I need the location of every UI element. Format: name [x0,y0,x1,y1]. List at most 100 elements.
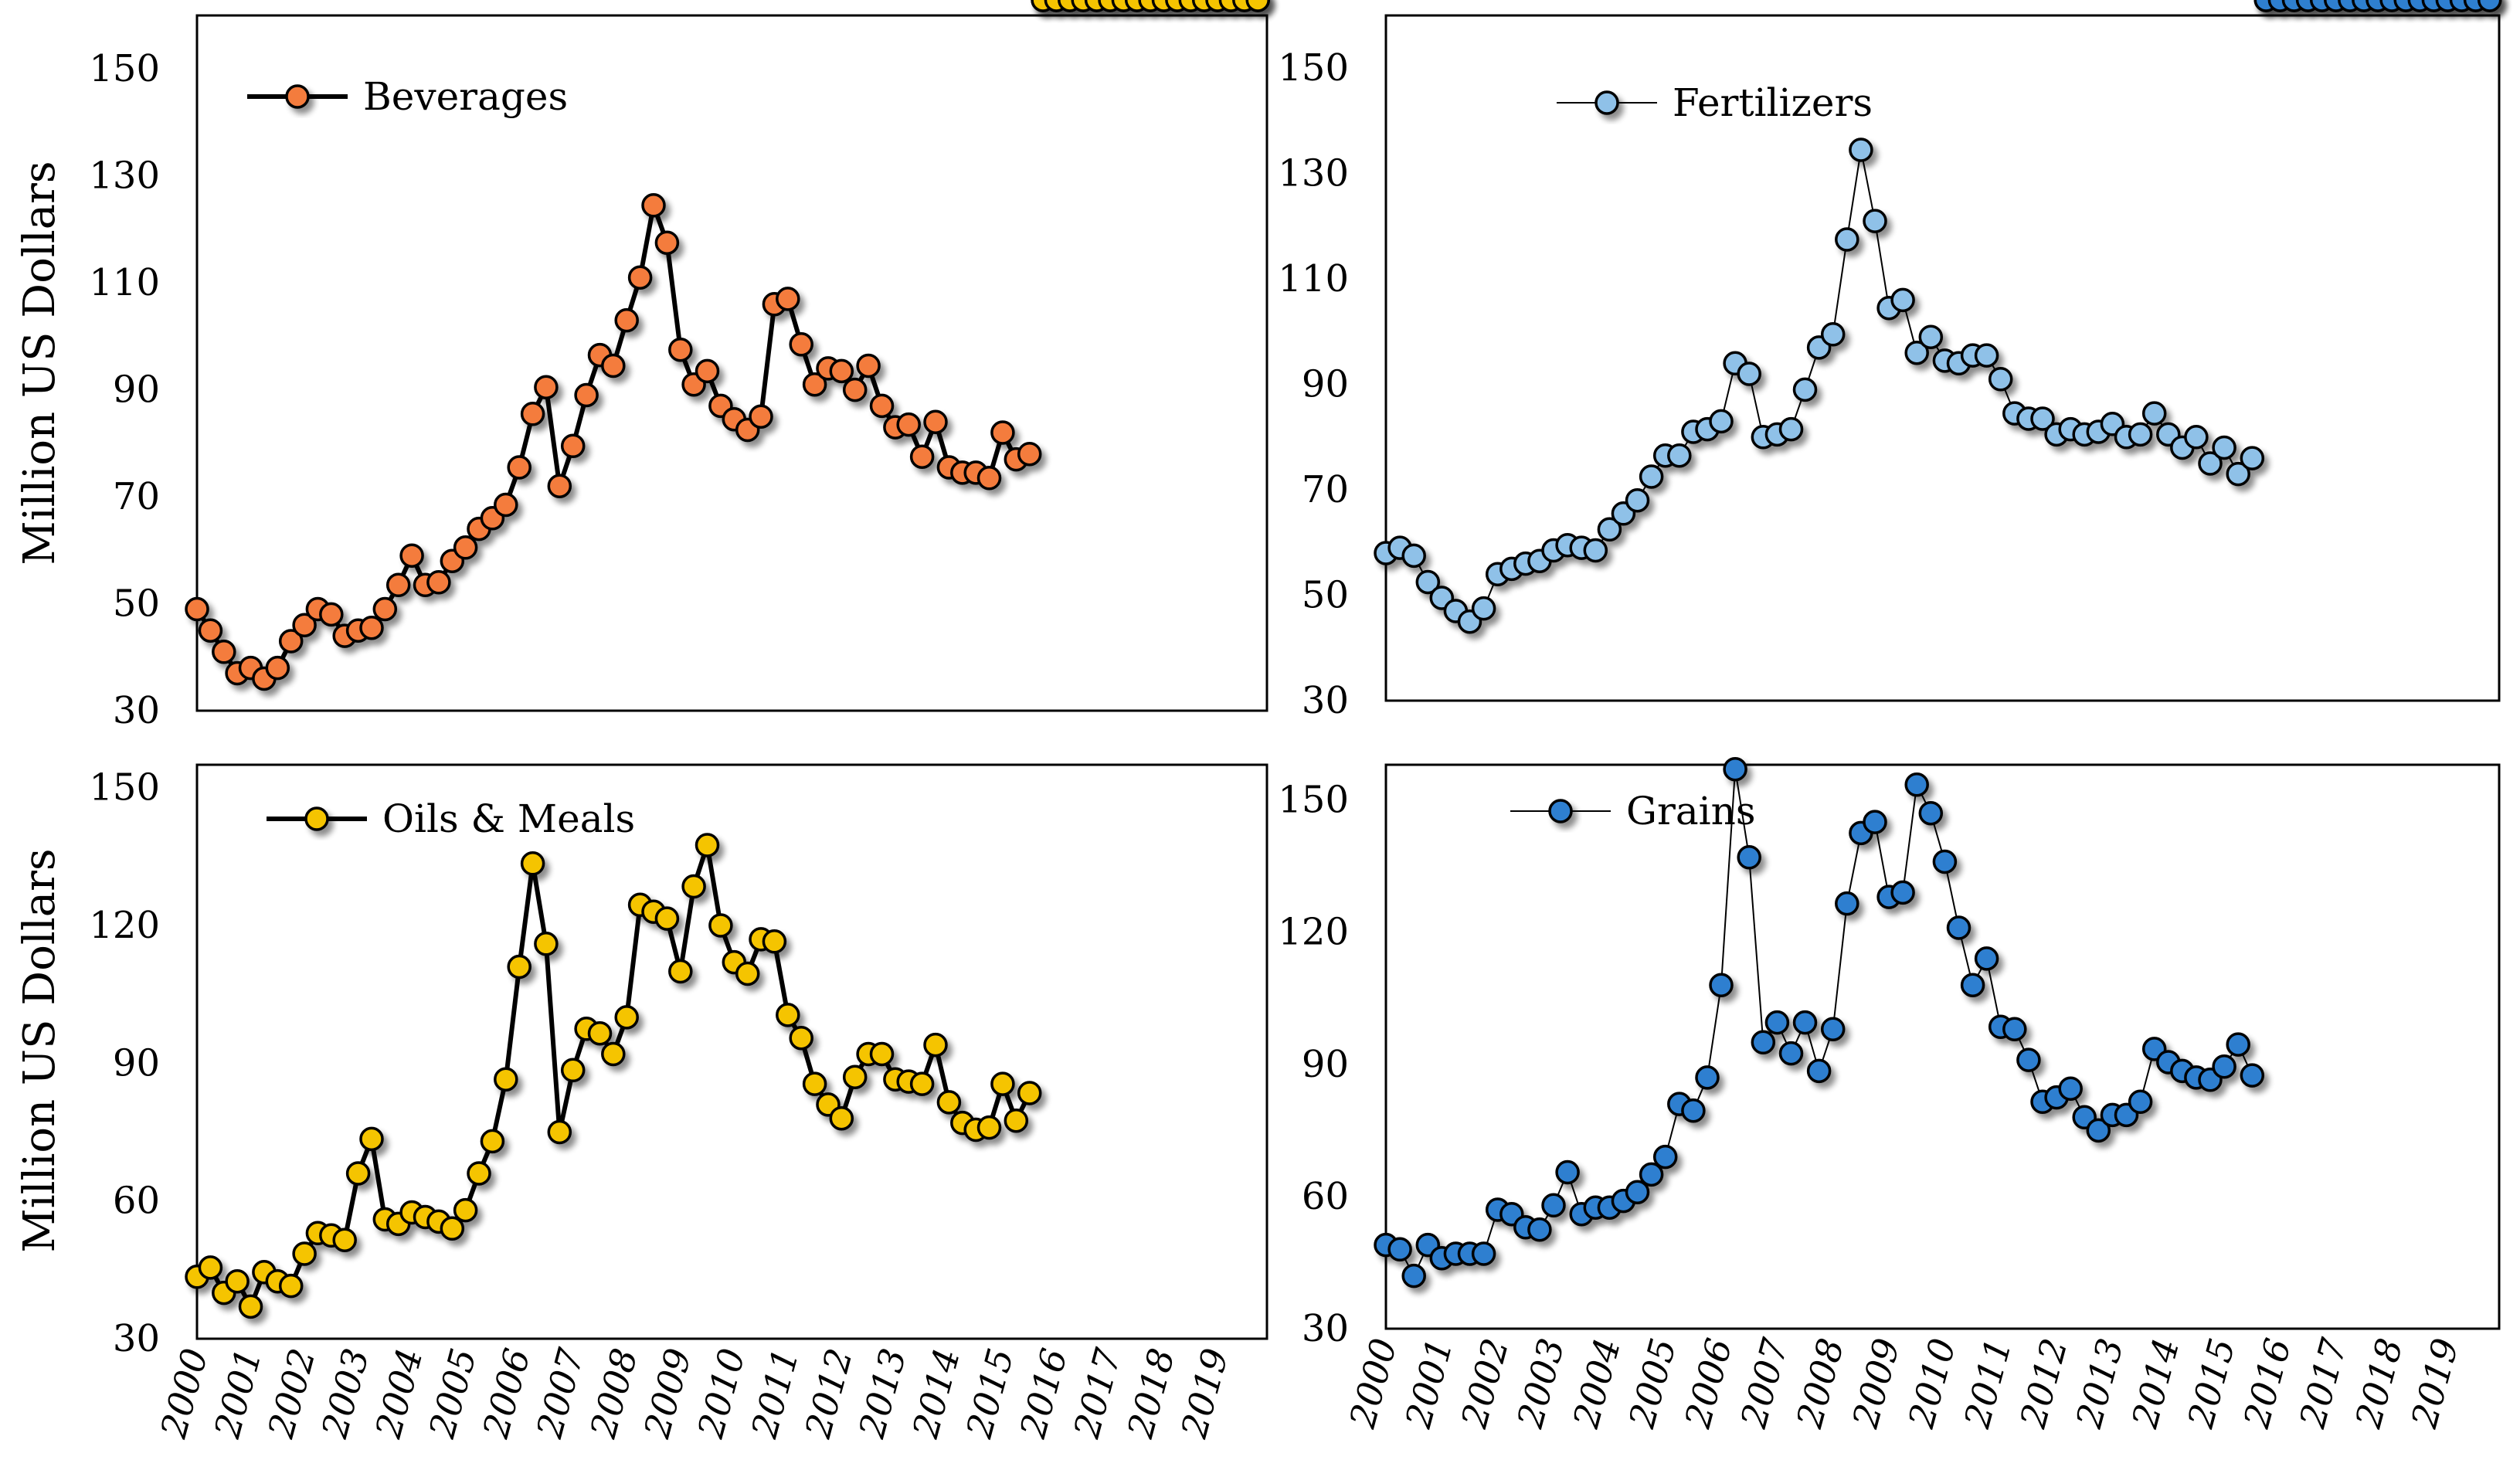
x-tick-label: 2013 [2067,1334,2131,1433]
data-point [1792,1010,1818,1035]
x-tick-label: 2019 [1173,1344,1237,1443]
data-point [1583,538,1608,563]
data-point [372,596,398,622]
data-point [1737,845,1761,870]
y-tick-label: 70 [113,475,160,518]
y-tick-label: 60 [113,1180,160,1223]
data-point [278,629,304,654]
data-point [909,1071,935,1096]
y-tick-label: 120 [1278,911,1349,954]
data-point [1890,287,1915,313]
data-point [1946,915,1972,940]
data-point [1639,1162,1664,1187]
data-point [1245,0,1270,12]
chart-panel-fertilizers: 30 50 70 90 110 130 150 Fertilizers [1278,0,2502,722]
data-point [1918,800,1944,826]
data-point [1778,416,1804,442]
data-point [842,377,868,402]
data-point [1849,138,1873,162]
data-point [1764,1010,1790,1035]
data-point [1737,362,1761,386]
y-tick-label: 120 [89,904,160,947]
data-point [547,1119,572,1145]
data-point [668,337,693,362]
data-point [345,1161,371,1186]
data-point [1974,343,1999,368]
x-tick-label: 2010 [1900,1334,1964,1433]
data-point [1792,377,1818,402]
y-axis-title: Million US Dollars [15,161,65,565]
y-tick-label: 150 [89,766,160,810]
data-point [627,265,653,290]
data-point [936,1090,962,1115]
x-tick-label: 2015 [2179,1334,2243,1433]
plot-frame [195,763,1268,1340]
chart-panel-oils-meals: 30 60 90 120 150 Oils & Meals [89,0,1270,1360]
x-tick-label: 2003 [1509,1334,1573,1433]
data-point [238,1294,263,1319]
y-tick-label: 150 [1278,779,1349,822]
legend-marker [285,84,310,109]
legend: Grains [1510,789,1756,834]
data-point [534,375,559,399]
data-point [1960,973,1985,997]
legend-label: Grains [1626,789,1756,834]
data-point [265,655,290,681]
data-point [547,474,572,498]
y-tick-label: 70 [1302,468,1349,511]
data-point [1652,1144,1678,1170]
data-point [1820,322,1846,347]
legend-marker [304,806,329,831]
data-point [869,1041,895,1067]
data-point [2198,451,2223,476]
data-point [440,1216,465,1241]
data-point [2212,1054,2236,1079]
y-tick-label: 50 [1302,574,1349,617]
data-point [520,851,545,876]
y-axis-title: Million US Dollars [15,848,65,1252]
data-point [1555,1160,1580,1185]
data-point [587,1020,613,1046]
data-point [1904,772,1929,797]
data-point [1471,596,1496,621]
data-point [560,1058,586,1083]
data-point [185,596,209,622]
data-point [1387,1237,1412,1262]
x-tick-label: 2005 [1621,1334,1685,1433]
data-point [2086,1118,2111,1143]
x-tick-label: 2007 [1732,1333,1796,1433]
y-tick-label: 30 [1302,1307,1349,1350]
data-point [1639,464,1664,489]
data-point [776,287,800,311]
y-tick-label: 130 [1278,152,1349,195]
y-tick-label: 110 [1278,257,1349,300]
data-point [654,230,680,255]
y-tick-label: 30 [1302,679,1349,722]
x-tick-label: 2009 [1844,1334,1908,1433]
y-tick-label: 60 [1302,1175,1349,1218]
data-point [668,959,693,984]
data-point [1681,1098,1706,1123]
legend-marker-group [1548,799,1573,823]
data-point [359,615,384,640]
y-tick-label: 150 [89,47,160,90]
data-point [494,492,518,518]
data-point [735,961,760,986]
series-markers [1374,0,2502,1289]
y-tick-label: 110 [89,261,160,304]
data-point [749,404,773,429]
y-tick-label: 50 [113,582,160,626]
x-tick-label: 2002 [1453,1334,1517,1433]
x-tick-label: 2017 [2291,1333,2355,1433]
data-point [1625,487,1650,513]
series-markers [185,0,1270,691]
data-point [1723,756,1747,782]
legend-marker [1595,90,1619,115]
data-point [2002,1017,2027,1041]
data-point [1778,1041,1804,1066]
x-tick-label: 2008 [1788,1334,1853,1433]
data-point [614,1005,639,1030]
data-point [467,1161,491,1186]
data-point [426,570,451,595]
chart-panel-grains: 30 60 90 120 150 Grains [1278,0,2502,1350]
